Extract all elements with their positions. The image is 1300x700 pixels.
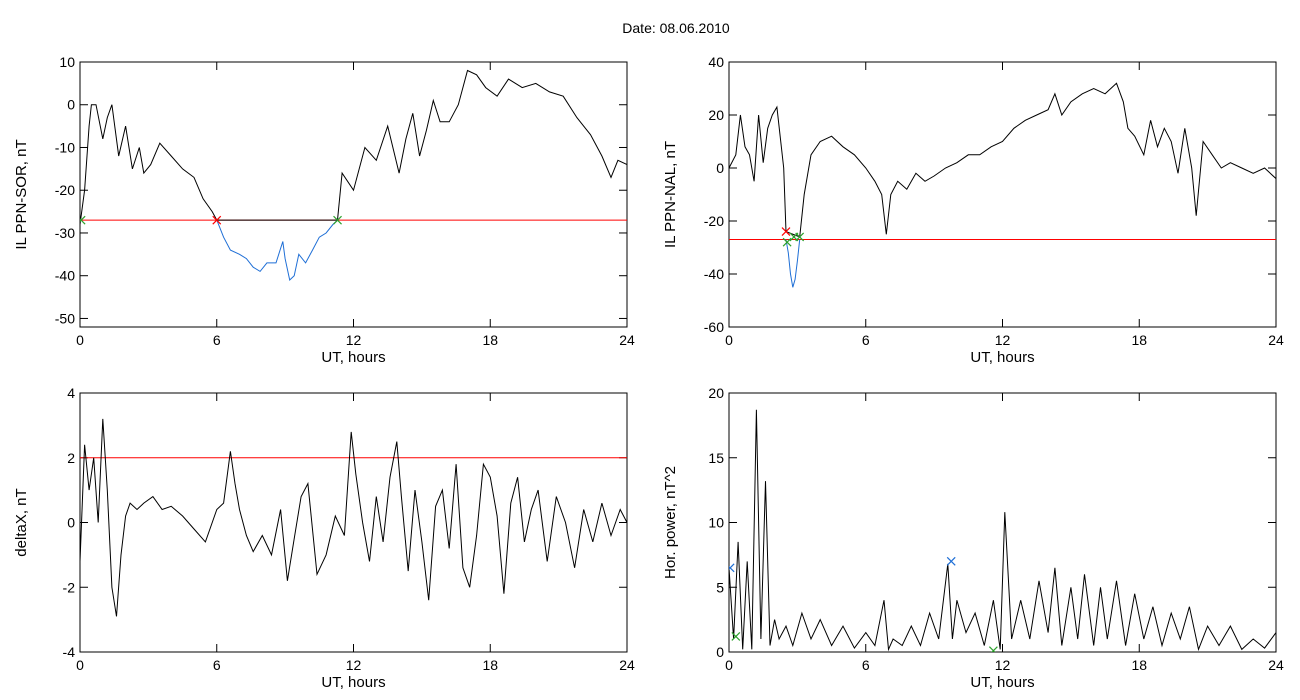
- marker-stroke: [795, 232, 805, 242]
- series-line-1: [785, 239, 801, 288]
- y-tick-label: 2: [67, 450, 75, 466]
- y-axis-label: deltaX, nT: [13, 488, 30, 556]
- plot-area: [80, 418, 627, 617]
- panel-hor-power: 0 6 12 18 24 20 15 10 5 0 UT, hours Hor. power, nT^…: [662, 385, 1284, 691]
- y-tick-label: -4: [63, 644, 76, 660]
- x-tick-label: 12: [346, 657, 362, 673]
- y-tick-label: -20: [55, 182, 75, 198]
- x-tick-label: 0: [725, 332, 733, 348]
- y-tick-label: 5: [716, 579, 724, 595]
- y-axis-label: IL PPN-NAL, nT: [662, 141, 679, 248]
- marker-cross: [946, 556, 956, 566]
- y-tick-label: -30: [55, 225, 75, 241]
- series-line-0: [80, 418, 627, 617]
- marker-cross: [781, 227, 791, 237]
- plot-area: [729, 82, 1276, 288]
- x-tick-label: 18: [482, 657, 498, 673]
- series-line-1: [216, 219, 338, 281]
- marker-cross: [80, 215, 86, 225]
- x-tick-label: 6: [213, 332, 221, 348]
- x-tick-label: 0: [76, 332, 84, 348]
- y-tick-label: -60: [704, 319, 724, 335]
- x-axis-label: UT, hours: [970, 349, 1034, 366]
- x-tick-label: 12: [346, 332, 362, 348]
- x-tick-label: 24: [619, 657, 635, 673]
- figure-title: Date: 08.06.2010: [622, 20, 730, 36]
- marker-cross: [988, 646, 998, 652]
- y-tick-label: 20: [708, 107, 724, 123]
- x-tick-label: 0: [76, 657, 84, 673]
- x-axis-label: UT, hours: [321, 349, 385, 366]
- marker-stroke: [946, 556, 956, 566]
- plot-frame: [728, 392, 1277, 653]
- marker-cross: [782, 237, 792, 247]
- plot-frame: [79, 61, 628, 328]
- x-tick-label: 18: [1131, 332, 1147, 348]
- y-tick-label: 0: [67, 97, 75, 113]
- plot-area: [729, 409, 1276, 652]
- y-tick-label: 0: [67, 515, 75, 531]
- marker-cross: [731, 632, 741, 641]
- x-tick-label: 6: [862, 657, 870, 673]
- x-tick-label: 24: [619, 332, 635, 348]
- series-line-0: [729, 82, 1276, 238]
- y-tick-label: -20: [704, 213, 724, 229]
- marker-stroke: [731, 632, 741, 641]
- x-tick-label: 12: [995, 657, 1011, 673]
- marker-stroke: [212, 215, 222, 225]
- y-tick-label: 4: [67, 385, 75, 401]
- marker-cross: [333, 215, 342, 225]
- marker-stroke: [991, 646, 998, 652]
- y-tick-label: -2: [63, 579, 76, 595]
- marker-cross: [795, 232, 805, 242]
- panel-sor: 0 6 12 18 24 10 0 -10 -20 -30 -40 -50 UT, hours IL PP…: [13, 54, 635, 366]
- x-tick-label: 0: [725, 657, 733, 673]
- series-line-0: [729, 409, 1276, 652]
- y-tick-label: -10: [55, 139, 75, 155]
- marker-stroke: [80, 215, 86, 223]
- y-tick-label: -50: [55, 310, 75, 326]
- x-tick-label: 24: [1268, 332, 1284, 348]
- y-axis-label: IL PPN-SOR, nT: [13, 139, 30, 249]
- x-tick-label: 6: [213, 657, 221, 673]
- panel-nal: 0 6 12 18 24 40 20 0 -20 -40 -60 UT, hours IL PPN-NA…: [662, 54, 1284, 366]
- marker-stroke: [782, 237, 792, 247]
- y-tick-label: 10: [708, 515, 724, 531]
- y-tick-label: -40: [704, 266, 724, 282]
- x-tick-label: 12: [995, 332, 1011, 348]
- series-line-0: [80, 69, 627, 225]
- x-tick-label: 24: [1268, 657, 1284, 673]
- marker-stroke: [729, 563, 735, 570]
- y-tick-label: 0: [716, 644, 724, 660]
- x-tick-label: 18: [482, 332, 498, 348]
- plot-frame: [79, 392, 628, 653]
- panel-deltax: 0 6 12 18 24 4 2 0 -2 -4 UT, hours deltaX, nT: [13, 385, 635, 691]
- y-axis-label: Hor. power, nT^2: [662, 466, 679, 579]
- x-axis-label: UT, hours: [321, 674, 385, 691]
- marker-cross: [729, 563, 735, 573]
- plot-area: [80, 69, 627, 281]
- y-tick-label: 40: [708, 54, 724, 70]
- y-tick-label: 0: [716, 160, 724, 176]
- y-tick-label: 15: [708, 450, 724, 466]
- x-tick-label: 6: [862, 332, 870, 348]
- marker-cross: [212, 215, 222, 225]
- y-tick-label: -40: [55, 268, 75, 284]
- y-tick-label: 20: [708, 385, 724, 401]
- y-tick-label: 10: [59, 54, 75, 70]
- x-axis-label: UT, hours: [970, 674, 1034, 691]
- marker-stroke: [781, 227, 791, 237]
- x-tick-label: 18: [1131, 657, 1147, 673]
- marker-stroke: [333, 215, 342, 225]
